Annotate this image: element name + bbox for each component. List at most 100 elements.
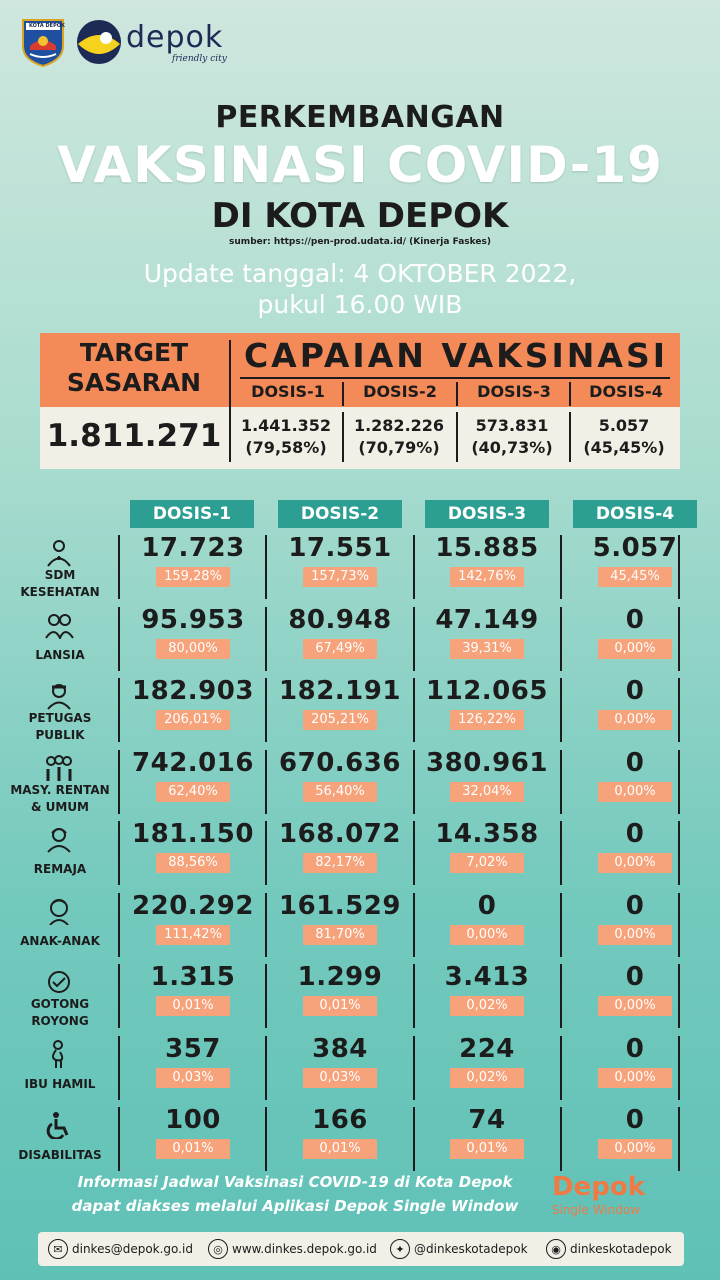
cell-percentage: 0,03% xyxy=(303,1068,377,1088)
summary-dose-1-pct: (79,58%) xyxy=(245,438,327,457)
cell-percentage: 32,04% xyxy=(450,782,524,802)
cell-percentage: 56,40% xyxy=(303,782,377,802)
cell-value: 0 xyxy=(477,891,497,921)
cell-percentage: 0,00% xyxy=(598,925,672,945)
summary-dose-3: 573.831 (40,73%) xyxy=(456,415,568,459)
summary-header-bg xyxy=(40,333,680,407)
row-category-line2: ROYONG xyxy=(31,1014,89,1028)
column-separator xyxy=(413,750,415,814)
row-category-label: REMAJA xyxy=(10,861,110,878)
cell-percentage: 45,45% xyxy=(598,567,672,587)
dose-sum-divider xyxy=(456,412,458,462)
cell-value: 1.315 xyxy=(150,962,236,992)
column-separator xyxy=(560,607,562,671)
row-category-label: PETUGAS PUBLIK xyxy=(10,710,110,744)
cell-value: 0 xyxy=(625,1105,645,1135)
summary-dose-4: 5.057 (45,45%) xyxy=(568,415,680,459)
cell-value: 14.358 xyxy=(435,819,539,849)
table-row xyxy=(118,750,680,814)
summary-dose-4-pct: (45,45%) xyxy=(583,438,665,457)
cell-percentage: 0,02% xyxy=(450,996,524,1016)
source-note: sumber: https://pen-prod.udata.id/ (Kine… xyxy=(229,237,491,247)
public-officer-icon xyxy=(44,682,74,710)
row-category-line2: KESEHATAN xyxy=(20,585,100,599)
medical-staff-icon xyxy=(44,539,74,567)
instagram-text: dinkeskotadepok xyxy=(570,1242,672,1256)
instagram-contact[interactable]: ◉ dinkeskotadepok xyxy=(546,1239,672,1259)
cell-value: 0 xyxy=(625,819,645,849)
cell-percentage: 0,00% xyxy=(598,853,672,873)
cell-percentage: 82,17% xyxy=(303,853,377,873)
cell-value: 0 xyxy=(625,748,645,778)
cell-value: 181.150 xyxy=(132,819,254,849)
table-row xyxy=(118,964,680,1028)
cell-value: 220.292 xyxy=(132,891,254,921)
dose-sum-divider xyxy=(342,412,344,462)
column-separator xyxy=(560,821,562,885)
cell-percentage: 0,03% xyxy=(156,1068,230,1088)
column-separator xyxy=(413,535,415,599)
column-separator xyxy=(413,1036,415,1100)
website-contact[interactable]: ◎ www.dinkes.depok.go.id xyxy=(208,1239,377,1259)
cell-percentage: 0,00% xyxy=(598,782,672,802)
depok-single-window-logo: Depok Single Window xyxy=(548,1172,658,1220)
pregnant-icon xyxy=(44,1040,74,1068)
target-label-line1: TARGET xyxy=(79,338,189,367)
cell-value: 95.953 xyxy=(141,605,245,635)
twitter-contact[interactable]: ✦ @dinkeskotadepok xyxy=(390,1239,528,1259)
cell-value: 15.885 xyxy=(435,533,539,563)
dose-sum-divider xyxy=(569,412,571,462)
info-line-1: Informasi Jadwal Vaksinasi COVID-19 di K… xyxy=(77,1173,513,1191)
cell-percentage: 62,40% xyxy=(156,782,230,802)
summary-dose-3-value: 573.831 xyxy=(475,416,549,435)
cell-value: 742.016 xyxy=(132,748,254,778)
cell-value: 0 xyxy=(625,1034,645,1064)
table-row xyxy=(118,678,680,742)
column-separator xyxy=(560,750,562,814)
twitter-text: @dinkeskotadepok xyxy=(414,1242,528,1256)
cell-value: 0 xyxy=(625,962,645,992)
info-line-2: dapat diakses melalui Aplikasi Depok Sin… xyxy=(71,1197,519,1215)
summary-dose-1-label: DOSIS-1 xyxy=(251,382,325,401)
cell-percentage: 142,76% xyxy=(450,567,524,587)
cell-percentage: 0,00% xyxy=(450,925,524,945)
cell-value: 1.299 xyxy=(297,962,383,992)
capaian-vaksinasi-label: CAPAIAN VAKSINASI xyxy=(243,336,669,375)
table-row xyxy=(118,1036,680,1100)
summary-divider xyxy=(229,340,231,462)
cell-value: 74 xyxy=(468,1105,506,1135)
column-separator xyxy=(560,964,562,1028)
column-separator xyxy=(265,535,267,599)
sw-logo-word: Depok xyxy=(552,1172,645,1202)
cell-value: 0 xyxy=(625,676,645,706)
row-category-line2: PUBLIK xyxy=(35,728,85,742)
dose-head-divider xyxy=(569,382,571,406)
table-row xyxy=(118,607,680,671)
row-category-label: LANSIA xyxy=(10,647,110,664)
summary-dose-4-value: 5.057 xyxy=(598,416,650,435)
cell-value: 112.065 xyxy=(426,676,548,706)
cell-value: 80.948 xyxy=(288,605,392,635)
row-category-line1: SDM xyxy=(44,568,76,582)
summary-dose-3-label: DOSIS-3 xyxy=(477,382,551,401)
cell-value: 17.723 xyxy=(141,533,245,563)
contact-bar xyxy=(38,1232,684,1266)
wheelchair-icon xyxy=(44,1111,74,1141)
mail-icon: ✉ xyxy=(48,1239,68,1259)
cell-value: 166 xyxy=(312,1105,368,1135)
update-time: pukul 16.00 WIB xyxy=(257,290,463,319)
column-separator xyxy=(265,678,267,742)
cell-value: 670.636 xyxy=(279,748,401,778)
title-line-3: DI KOTA DEPOK xyxy=(211,196,509,236)
cell-percentage: 7,02% xyxy=(450,853,524,873)
column-separator xyxy=(265,1107,267,1171)
row-category-label: MASY. RENTAN & UMUM xyxy=(10,782,110,816)
email-contact[interactable]: ✉ dinkes@depok.go.id xyxy=(48,1239,193,1259)
email-text: dinkes@depok.go.id xyxy=(72,1242,193,1256)
cell-percentage: 81,70% xyxy=(303,925,377,945)
depok-logo-tagline: friendly city xyxy=(172,54,227,64)
row-category-line2: IBU HAMIL xyxy=(24,1077,96,1091)
target-sasaran-label: TARGET SASARAN xyxy=(40,338,228,398)
child-icon xyxy=(44,897,74,926)
target-value: 1.811.271 xyxy=(46,418,222,454)
